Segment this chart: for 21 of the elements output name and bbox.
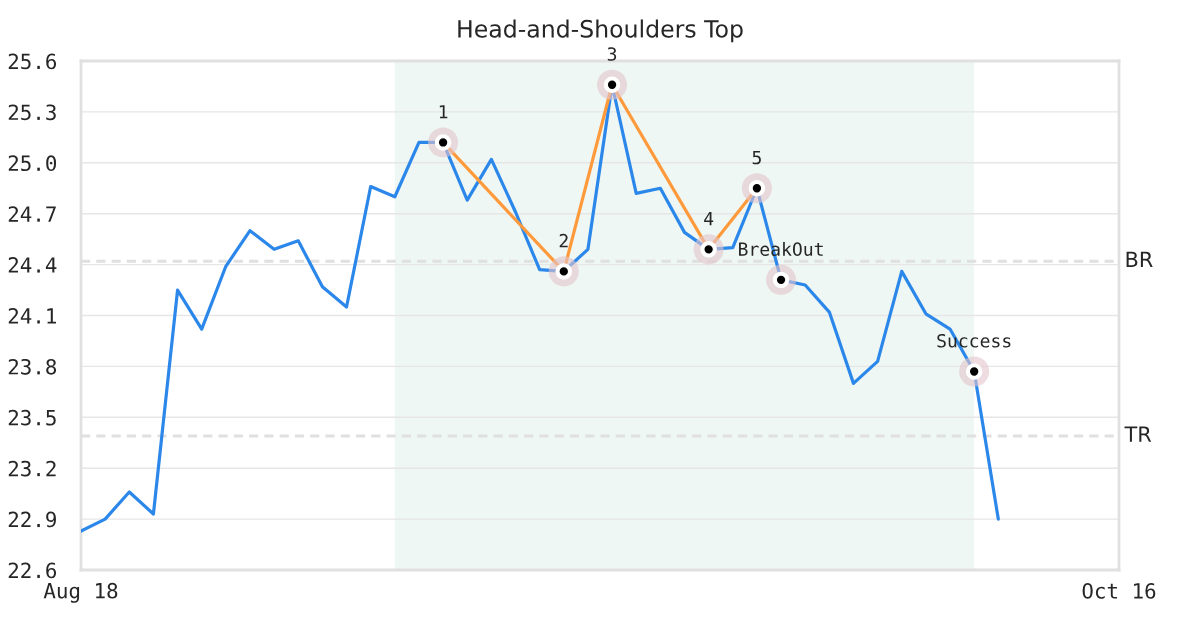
y-tick-label: 22.9 xyxy=(8,511,56,528)
y-tick-label: 22.6 xyxy=(8,562,57,579)
y-tick-label: 23.8 xyxy=(8,358,57,375)
y-tick-label: 25.0 xyxy=(8,155,57,172)
ref-line-label: BR xyxy=(1126,251,1153,267)
y-tick-label: 24.4 xyxy=(8,257,57,273)
annotation: 5 xyxy=(752,150,761,165)
y-tick-label: 24.1 xyxy=(8,308,56,324)
chart-title: Head-and-Shoulders Top xyxy=(458,19,743,43)
annotation: 1 xyxy=(439,105,448,119)
annotation: 4 xyxy=(704,212,714,226)
annotation: 3 xyxy=(607,47,617,61)
y-tick-label: 24.7 xyxy=(8,206,56,222)
ref-line-label: TR xyxy=(1124,426,1152,442)
y-tick-label: 23.2 xyxy=(8,460,56,477)
annotation: 2 xyxy=(559,233,568,248)
y-tick-label: 23.5 xyxy=(8,409,56,426)
y-tick-label: 25.3 xyxy=(8,104,56,121)
y-tick-label: 25.6 xyxy=(8,53,57,70)
x-tick-label: Oct 16 xyxy=(1082,582,1156,599)
x-tick-label: Aug 18 xyxy=(43,582,118,603)
